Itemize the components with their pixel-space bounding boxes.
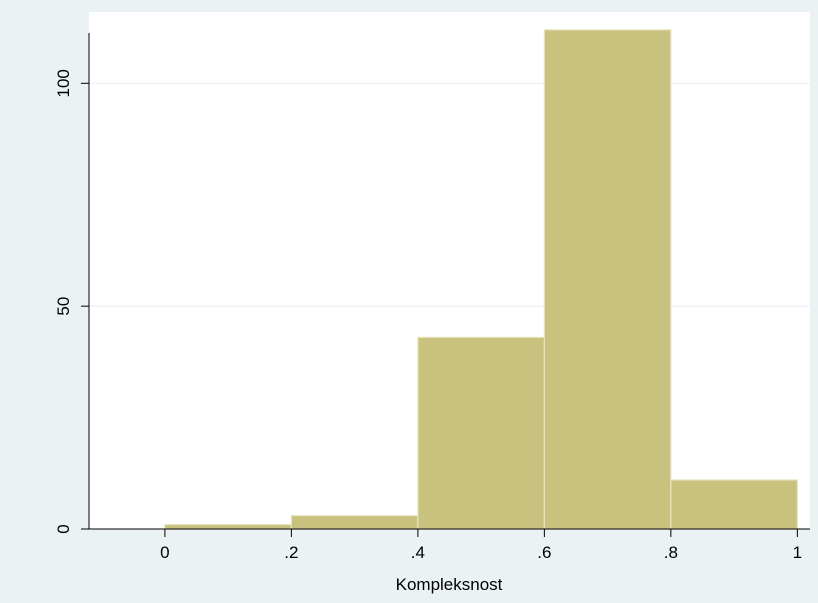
x-tick-label: 0 bbox=[160, 543, 169, 562]
x-tick-label: .6 bbox=[537, 543, 551, 562]
gridlines bbox=[89, 82, 810, 307]
histogram-bar bbox=[290, 515, 419, 530]
y-tick-label: 100 bbox=[54, 69, 73, 97]
y-tick-label: 50 bbox=[54, 297, 73, 316]
x-tick-label: .4 bbox=[411, 543, 425, 562]
histogram-bars bbox=[164, 29, 798, 530]
histogram-bar bbox=[164, 523, 292, 530]
x-tick-label: .2 bbox=[284, 543, 298, 562]
x-axis-ticks: 0 .2 .4 .6 .8 1 bbox=[160, 529, 802, 562]
histogram-bar bbox=[543, 29, 672, 530]
x-tick-label: .8 bbox=[664, 543, 678, 562]
y-tick-label: 0 bbox=[54, 524, 73, 533]
x-axis-label: Kompleksnost bbox=[396, 575, 503, 594]
y-axis-ticks: 0 50 100 bbox=[54, 69, 89, 534]
histogram-bar bbox=[670, 479, 798, 530]
x-tick-label: 1 bbox=[793, 543, 802, 562]
histogram-bar bbox=[417, 336, 545, 530]
